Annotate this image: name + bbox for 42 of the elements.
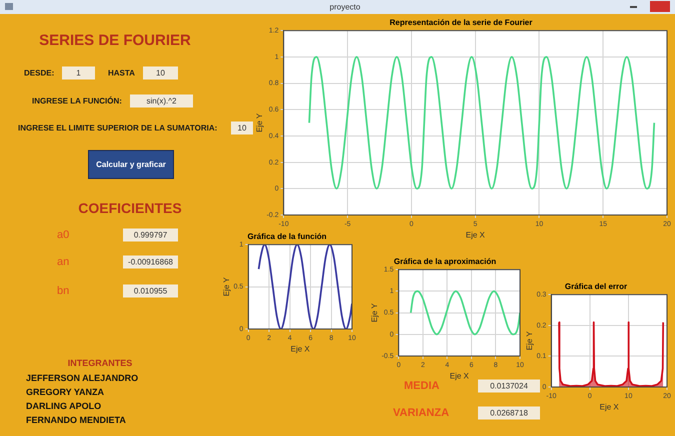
text: -0.00916868 [123,256,178,268]
line-series [410,290,520,336]
text: 0.999797 [123,228,178,242]
line-series [258,244,352,329]
text: an [57,256,70,268]
text: INGRESE EL LIMITE SUPERIOR DE LA SUMATORIA: [18,124,218,132]
text: proyecto [328,2,362,12]
text: MEDIA [404,380,440,392]
text: SERIES DE FOURIER [38,32,192,49]
text: a0 [57,229,70,241]
x-axis-title: Eje X [600,402,620,412]
text: bn [57,285,70,297]
x-axis-title: Eje X [450,371,470,380]
x-axis-title: Eje X [466,230,486,240]
text: VARIANZA [393,407,450,419]
chart-title: Representación de la serie de Fourier [390,18,532,28]
text: sin(x).^2 [130,94,193,108]
text: 0.010955 [123,284,178,298]
x-axis-title: Eje X [290,344,310,354]
y-axis-title: Eje Y [525,330,534,350]
text: DESDE: [24,68,54,78]
text: COEFICIENTES [77,200,183,216]
text: INTEGRANTES [66,358,134,368]
chart-title: Gráfica del error [564,282,628,292]
text: 1 [62,66,95,80]
line-series [308,56,656,190]
y-axis-title: Eje Y [222,276,232,296]
text: JEFFERSON ALEJANDRO [26,373,138,383]
text: GREGORY YANZA [26,387,104,397]
y-axis-title: Eje Y [370,302,380,322]
text: 10 [231,122,253,134]
chart-title: Gráfica de la función [247,232,327,242]
text: INGRESE LA FUNCIÓN: [32,96,122,106]
chart-title: Gráfica de la aproximación [394,257,496,266]
text: 0.0137024 [478,380,540,392]
text: FERNANDO MENDIETA [26,415,126,425]
text: 0.0268718 [478,406,540,420]
text: 10 [143,66,178,80]
text: HASTA [108,68,135,78]
text: Calcular y graficar [88,150,174,179]
y-axis-title: Eje Y [255,112,264,132]
text: DARLING APOLO [26,401,102,411]
